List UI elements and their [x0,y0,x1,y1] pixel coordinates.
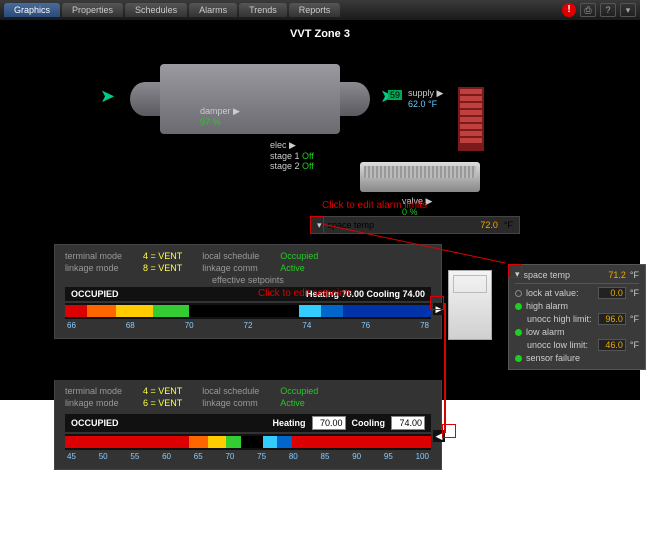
stage1-label: stage 1 [270,151,300,161]
print-icon[interactable]: ⎙ [580,3,596,17]
supply-unit: °F [428,99,437,109]
p1-local-sched-k: local schedule [202,251,272,261]
lock-unit: °F [630,288,639,298]
setpoints-panel-2: terminal mode 4 = VENT local schedule Occu… [54,380,442,470]
callout-sp-box2 [442,424,456,438]
callout-alarm-limits: Click to edit alarm limits [322,200,427,211]
lock-dot-icon [515,290,522,297]
p2-linkage-comm-k: linkage comm [202,398,272,408]
p2-heating-label: Heating [272,418,305,428]
duct-inlet [130,82,160,116]
p1-linkage-mode-k: linkage mode [65,263,135,273]
p1-terminal-mode-k: terminal mode [65,251,135,261]
damper-value: 97 [200,117,210,127]
supply-label: supply [408,88,434,98]
elec-label: elec [270,140,287,150]
callout-setpoints: Click to edit setpoints [258,288,353,299]
high-alarm-label: high alarm [526,301,568,311]
p2-local-sched-v: Occupied [280,386,318,396]
tab-reports[interactable]: Reports [289,3,341,17]
p2-linkage-mode-k: linkage mode [65,398,135,408]
tab-properties[interactable]: Properties [62,3,123,17]
unocc-low-unit: °F [630,340,639,350]
p2-cooling-input[interactable] [391,416,425,430]
alert-icon[interactable]: ! [562,3,576,17]
tab-alarms[interactable]: Alarms [189,3,237,17]
p1-scale: 66687072747678 [65,321,431,330]
p2-setpoint-bar[interactable] [65,434,431,450]
callout-sp-line [444,303,446,433]
damper-label: damper [200,106,231,116]
p1-linkage-comm-v: Active [280,263,305,273]
p1-linkage-comm-k: linkage comm [202,263,272,273]
space-temp-bar[interactable]: ▾ space temp 72.0 °F [310,216,520,234]
thermostat-image [448,270,492,340]
unocc-low-label: unocc low limit: [527,340,588,350]
lock-label: lock at value: [526,288,579,298]
help-icon[interactable]: ? [600,3,616,17]
duct-body [160,64,340,134]
popout-title: space temp [524,270,571,280]
damper-unit: % [213,117,221,127]
p1-subtitle: effective setpoints [65,275,431,285]
p2-linkage-comm-v: Active [280,398,305,408]
tab-graphics[interactable]: Graphics [4,3,60,17]
supply-value: 62.0 [408,99,426,109]
stage2-label: stage 2 [270,161,300,171]
high-alarm-dot-icon [515,303,522,310]
stage2-value: Off [302,161,314,171]
tab-schedules[interactable]: Schedules [125,3,187,17]
unocc-high-unit: °F [630,314,639,324]
supply-sensor-badge: 59 [388,90,402,100]
low-alarm-label: low alarm [526,327,565,337]
lock-value-input[interactable]: 0.0 [598,287,626,299]
p1-terminal-mode-v: 4 = VENT [143,251,182,261]
menu-icon[interactable]: ▾ [620,3,636,17]
p2-local-sched-k: local schedule [202,386,272,396]
stage1-value: Off [302,151,314,161]
heater-coil-icon [458,87,484,151]
popout-value: 71.2 [608,270,626,280]
alarm-limits-popout: ▾ space temp 71.2 °F lock at value: 0.0 … [508,264,646,370]
zone-title: VVT Zone 3 [0,20,640,44]
callout-sp-box1 [430,296,444,310]
p2-linkage-mode-v: 6 = VENT [143,398,182,408]
callout-alarm-box [310,216,324,234]
baseboard-unit-icon [360,162,480,192]
tab-trends[interactable]: Trends [239,3,287,17]
p2-terminal-mode-v: 4 = VENT [143,386,182,396]
popout-callout-marker [508,264,522,278]
tab-bar: Graphics Properties Schedules Alarms Tre… [0,0,640,20]
p1-linkage-mode-v: 8 = VENT [143,263,182,273]
airflow-in-icon: ➤ [100,86,115,107]
p1-local-sched-v: Occupied [280,251,318,261]
unocc-high-label: unocc high limit: [527,314,592,324]
unocc-high-input[interactable]: 96.0 [598,313,626,325]
popout-unit: °F [630,270,639,280]
p2-status: OCCUPIED [71,418,266,428]
setpoints-panel-1: terminal mode 4 = VENT local schedule Occu… [54,244,442,339]
space-temp-unit: °F [504,220,513,230]
sensor-failure-label: sensor failure [526,353,580,363]
space-temp-label: space temp [328,220,375,230]
p2-scale: 4550556065707580859095100 [65,452,431,461]
diagram-area: ➤ ➤ damper ▶ 97 % 59 supply ▶ 62.0 °F el… [0,44,640,234]
sensor-failure-dot-icon [515,355,522,362]
p2-heating-input[interactable] [312,416,346,430]
p2-cooling-label: Cooling [352,418,386,428]
unocc-low-input[interactable]: 46.0 [598,339,626,351]
low-alarm-dot-icon [515,329,522,336]
duct-outlet [340,82,370,116]
space-temp-value: 72.0 [480,220,498,230]
p1-setpoint-bar[interactable] [65,303,431,319]
p2-terminal-mode-k: terminal mode [65,386,135,396]
